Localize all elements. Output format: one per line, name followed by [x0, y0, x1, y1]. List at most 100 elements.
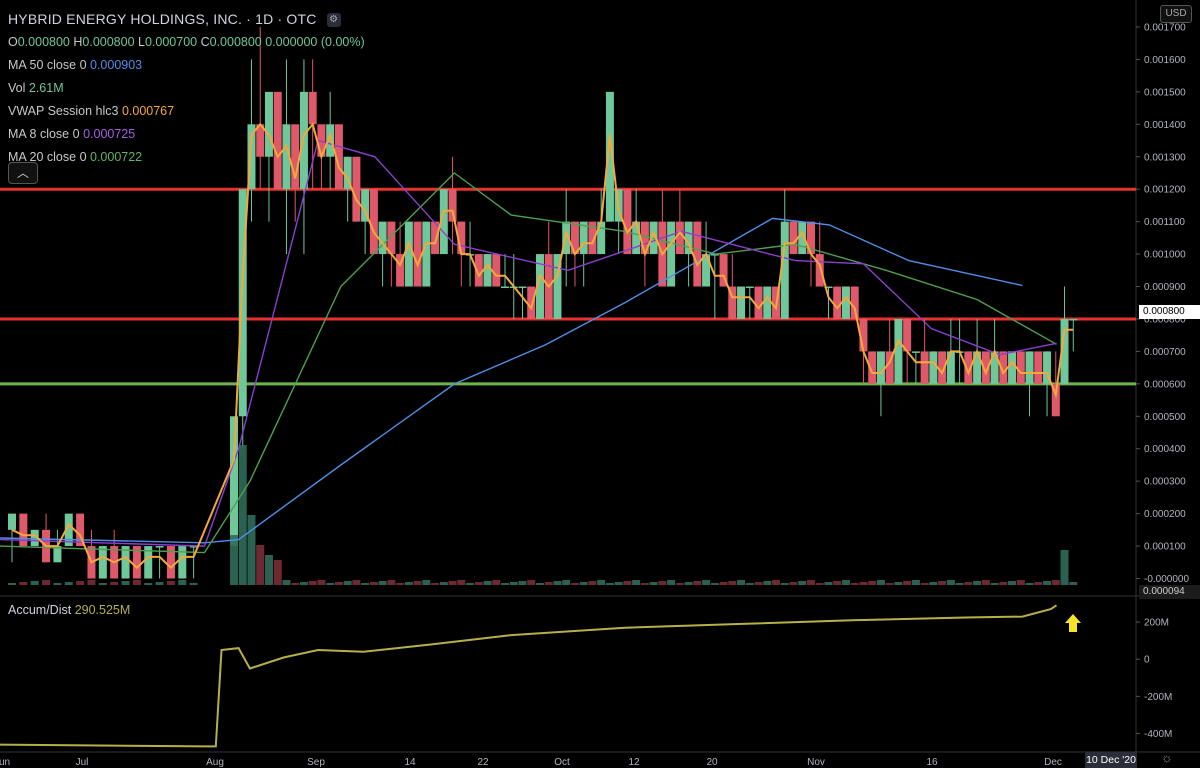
volume-bar — [247, 515, 256, 585]
candle-body — [973, 351, 982, 384]
x-tick-label: Jul — [76, 757, 89, 768]
candle-body — [238, 189, 247, 417]
volume-bar — [166, 581, 175, 585]
volume-bar — [841, 580, 850, 585]
volume-bar — [110, 582, 119, 585]
candle-body — [1016, 351, 1025, 384]
candle-body — [588, 221, 597, 255]
y-tick-label: 0.000500 — [1144, 412, 1186, 423]
volume-bar — [605, 583, 614, 585]
candle-body — [938, 351, 947, 384]
candle-body — [396, 254, 405, 287]
candle-body — [352, 156, 361, 222]
volume-bar — [334, 582, 343, 585]
volume-bar — [911, 580, 920, 585]
accum-dist-legend[interactable]: Accum/Dist 290.525M — [8, 603, 130, 617]
candle-body — [824, 286, 833, 289]
candle-body — [299, 91, 308, 190]
candle-body — [911, 351, 920, 353]
volume-bar — [42, 580, 51, 585]
ma8-legend[interactable]: MA 8 close 0 0.000725 — [8, 123, 365, 146]
volume-bar — [981, 580, 990, 585]
ohlc-high: 0.000800 — [82, 35, 135, 49]
candle-body — [981, 351, 990, 384]
volume-bar — [1034, 582, 1043, 585]
volume-bar — [527, 580, 536, 585]
volume-bar — [614, 582, 623, 585]
symbol-title[interactable]: HYBRID ENERGY HOLDINGS, INC. · 1D · OTC … — [8, 8, 365, 31]
collapse-legend-button[interactable]: ︿ — [8, 162, 38, 184]
volume-bar — [1016, 580, 1025, 585]
candle-body — [789, 221, 798, 255]
candle-body — [483, 254, 492, 287]
volume-bar — [702, 580, 711, 585]
volume-bar — [719, 582, 728, 585]
volume-bar — [87, 580, 96, 585]
candle-body — [178, 546, 187, 579]
volume-bar — [30, 581, 39, 585]
ma20-legend[interactable]: MA 20 close 0 0.000722 — [8, 146, 365, 169]
volume-bar — [1025, 583, 1034, 585]
volume-bar — [361, 583, 370, 585]
candle-body — [247, 124, 256, 190]
sub-y-tick-label: 200M — [1144, 618, 1169, 629]
y-tick-label: 0.001600 — [1144, 55, 1186, 66]
volume-price-badge: 0.000094 — [1139, 585, 1200, 599]
volume-legend[interactable]: Vol 2.61M — [8, 77, 365, 100]
candle-body — [553, 254, 562, 319]
candle-body — [737, 286, 746, 319]
candle-body — [413, 221, 422, 287]
volume-bar — [684, 582, 693, 585]
volume-bar — [178, 580, 187, 585]
volume-bar — [369, 582, 378, 585]
currency-button[interactable]: USD — [1160, 5, 1192, 23]
candle-body — [702, 254, 711, 287]
volume-bar — [413, 581, 422, 585]
volume-bar — [518, 581, 527, 585]
volume-bar — [789, 582, 798, 585]
candle-body — [1025, 351, 1034, 384]
theme-sun-icon[interactable]: ☼ — [1161, 750, 1173, 765]
volume-bar — [999, 582, 1008, 585]
gear-icon[interactable]: ⚙ — [326, 13, 341, 28]
candle-body — [155, 546, 164, 548]
candle-body — [841, 286, 850, 319]
volume-bar — [640, 583, 649, 585]
candle-body — [999, 351, 1008, 384]
candle-body — [605, 91, 614, 222]
candle-body — [763, 286, 772, 319]
volume-bar — [509, 582, 518, 585]
candles — [8, 26, 1078, 579]
candle-body — [990, 351, 999, 384]
candle-body — [527, 286, 536, 319]
candle-body — [859, 318, 868, 352]
candle-body — [719, 254, 728, 287]
candle-body — [710, 254, 719, 256]
candle-body — [728, 286, 737, 319]
ma50-legend[interactable]: MA 50 close 0 0.000903 — [8, 54, 365, 77]
last-price-badge: 0.000800 — [1139, 305, 1200, 319]
volume-bar — [299, 582, 308, 585]
sub-y-tick-label: 0 — [1144, 655, 1150, 666]
ma8-value: 0.000725 — [83, 127, 136, 141]
candle-body — [632, 221, 641, 255]
ohlc-low: 0.000700 — [144, 35, 198, 49]
candle-body — [439, 189, 448, 255]
volume-bar — [824, 582, 833, 585]
ma50-line — [0, 217, 1023, 544]
candle-body — [30, 529, 39, 547]
candle-body — [264, 91, 273, 157]
y-tick-label: 0.001400 — [1144, 120, 1186, 131]
volume-bar — [64, 582, 73, 585]
candle-body — [903, 318, 912, 352]
volume-bar — [352, 580, 361, 585]
candle-body — [876, 351, 885, 384]
candle-body — [1008, 351, 1017, 384]
volume-bar — [291, 583, 300, 585]
candle-body — [1051, 383, 1060, 417]
volume-label: Vol — [8, 81, 26, 95]
vwap-line — [11, 122, 1074, 570]
volume-bar — [144, 583, 153, 585]
vwap-legend[interactable]: VWAP Session hlc3 0.000767 — [8, 100, 365, 123]
